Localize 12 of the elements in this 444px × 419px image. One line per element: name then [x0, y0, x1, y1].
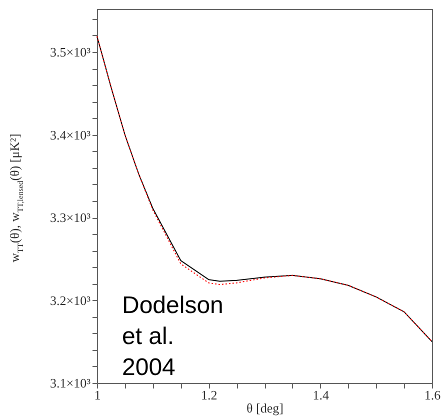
x-axis-title: θ [deg]: [246, 400, 284, 416]
x-tick-label: 1.2: [201, 388, 218, 402]
y-tick-label: 3.4×10³: [50, 127, 91, 142]
y-tick-label: 3.5×10³: [50, 44, 91, 60]
x-tick-label: 1.6: [424, 388, 442, 402]
x-tick-label: 1.4: [312, 388, 330, 402]
line-series: [96, 36, 432, 342]
annotation: Dodelson et al. 2004: [122, 291, 224, 383]
y-tick-label: 3.1×10³: [50, 376, 91, 390]
y-tick-label: 3.2×10³: [50, 292, 91, 308]
x-tick-label: 1: [94, 388, 101, 402]
y-tick-label: 3.3×10³: [50, 210, 91, 226]
